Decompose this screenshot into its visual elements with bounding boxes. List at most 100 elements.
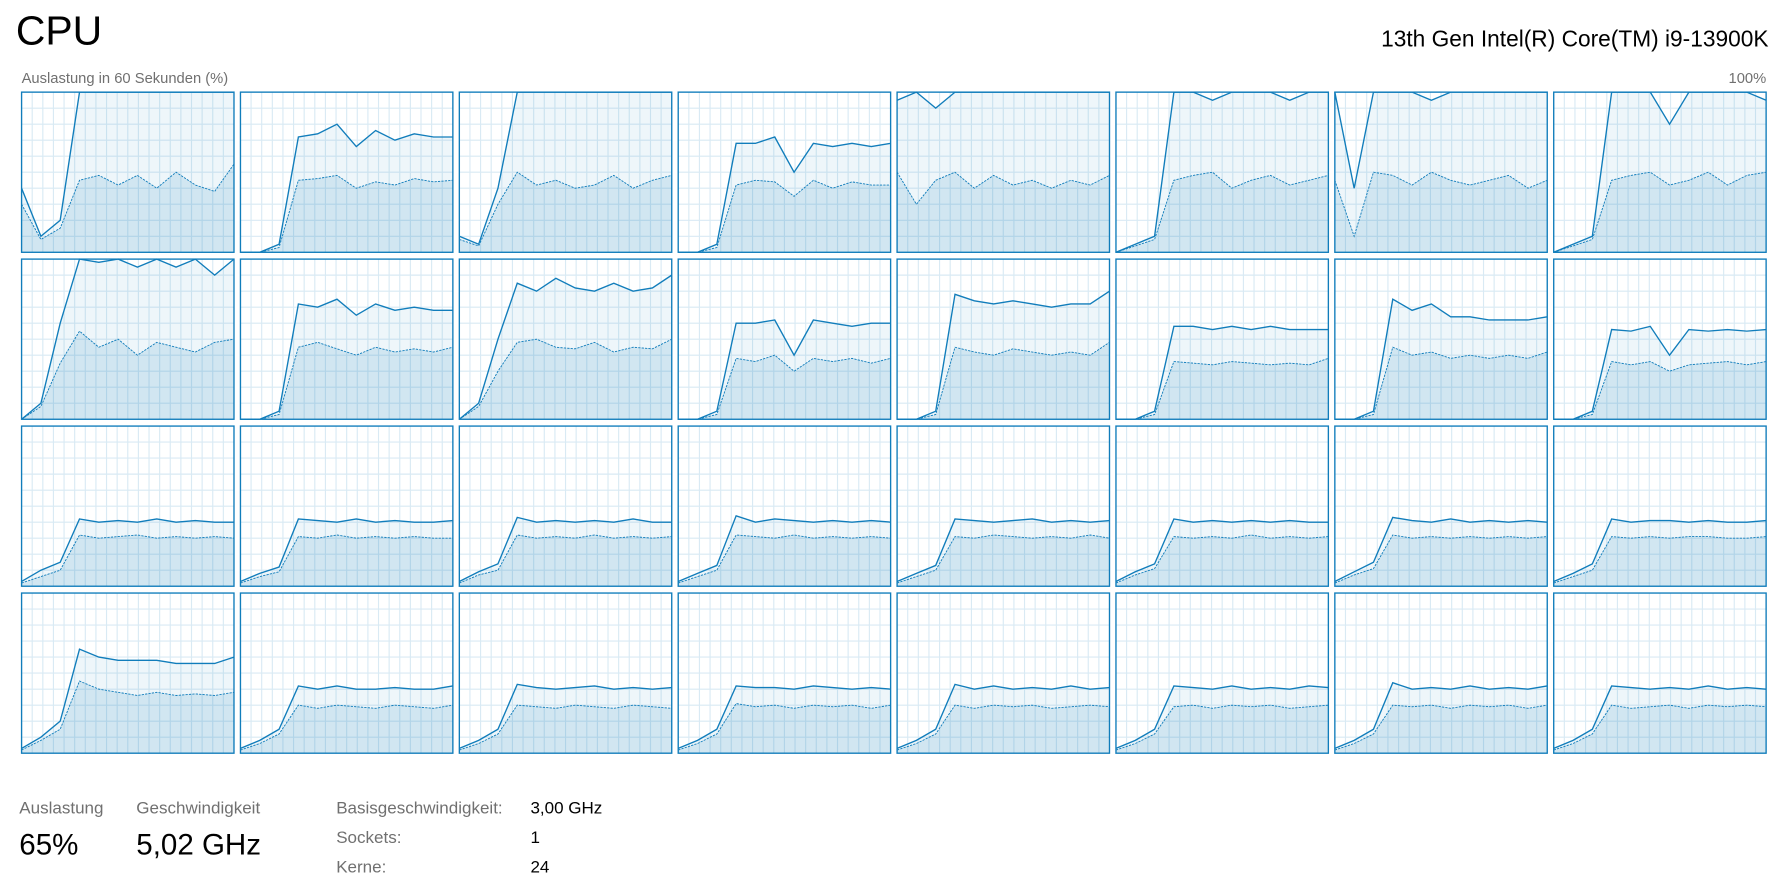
total-area	[897, 92, 1110, 253]
graph-max-label: 100%	[1728, 71, 1766, 87]
kernel-line	[459, 338, 672, 420]
total-area	[459, 275, 672, 420]
kernel-area	[1115, 172, 1329, 253]
kernel-line	[1115, 171, 1329, 253]
core-graph	[1553, 258, 1767, 420]
total-line	[240, 685, 453, 750]
kernel-area	[897, 342, 1110, 420]
kernel-area	[240, 705, 453, 754]
core-graph	[1553, 592, 1767, 754]
kernel-area	[1115, 358, 1329, 420]
kernel-line	[678, 703, 891, 751]
graph-border	[20, 258, 235, 420]
kernel-line	[1553, 361, 1767, 420]
graph-border	[1115, 91, 1330, 253]
core-graph	[677, 425, 892, 587]
kernel-area	[1553, 536, 1767, 587]
kernel-area	[897, 172, 1110, 253]
kernel-line	[240, 174, 453, 253]
kernel-area	[1334, 172, 1548, 253]
core-graph	[896, 258, 1111, 420]
kernel-line	[459, 534, 672, 584]
kernel-area	[240, 175, 453, 253]
kernel-line	[21, 330, 235, 420]
detail-label: Sockets:	[336, 828, 401, 847]
graph-border	[1334, 91, 1548, 253]
core-graph	[1334, 592, 1548, 754]
total-line	[1115, 685, 1329, 750]
total-area	[240, 124, 453, 253]
detail-label: Basisgeschwindigkeit:	[336, 798, 502, 817]
total-line	[678, 136, 891, 253]
kernel-area	[1115, 535, 1329, 587]
core-graph	[239, 258, 454, 420]
graph-border	[896, 425, 1111, 587]
core-graph	[677, 91, 892, 253]
total-area	[1553, 326, 1767, 420]
total-area	[678, 137, 891, 253]
total-line	[896, 518, 1110, 583]
total-area	[21, 649, 234, 754]
kernel-line	[21, 163, 235, 241]
graph-border	[1334, 258, 1548, 420]
total-area	[1334, 517, 1548, 587]
total-area	[240, 518, 453, 587]
kernel-area	[21, 164, 234, 253]
kernel-area	[21, 535, 234, 587]
kernel-line	[240, 341, 453, 420]
graph-caption: Auslastung in 60 Sekunden (%)	[22, 71, 229, 87]
total-line	[459, 683, 672, 750]
detail-value: 3,00 GHz	[530, 798, 602, 817]
core-graph	[1553, 425, 1767, 587]
total-line	[21, 258, 235, 420]
kernel-line	[896, 534, 1110, 584]
processor-name: 13th Gen Intel(R) Core(TM) i9-13900K	[1381, 26, 1768, 52]
kernel-line	[1115, 704, 1329, 751]
core-graph	[1334, 258, 1548, 420]
total-line	[240, 298, 453, 420]
stats: Auslastung 65% Geschwindigkeit 5,02 GHz Basi…	[19, 798, 602, 876]
kernel-line	[1553, 536, 1767, 584]
core-graph	[1334, 91, 1548, 253]
core-graph	[458, 258, 673, 420]
total-line	[21, 518, 234, 583]
core-graph	[20, 592, 235, 754]
total-line	[1115, 91, 1329, 253]
total-line	[896, 683, 1110, 750]
graph-border	[1115, 258, 1330, 420]
graph-border	[458, 425, 673, 587]
kernel-line	[240, 704, 453, 751]
core-graph	[458, 91, 673, 253]
graph-border	[896, 592, 1111, 754]
kernel-line	[896, 704, 1110, 751]
core-graph	[1553, 91, 1767, 253]
graph-border	[239, 258, 454, 420]
core-graph	[1334, 425, 1548, 587]
total-area	[1115, 518, 1329, 587]
title: CPU	[16, 7, 102, 53]
kernel-line	[897, 341, 1110, 420]
core-graph	[677, 258, 892, 420]
kernel-line	[1115, 534, 1329, 584]
kernel-area	[459, 339, 672, 420]
core-graph	[458, 592, 673, 754]
kernel-area	[678, 180, 891, 253]
kernel-area	[459, 172, 672, 253]
core-graph	[239, 592, 454, 754]
graph-border	[1553, 425, 1767, 587]
total-line	[677, 685, 891, 750]
kernel-area	[1553, 172, 1767, 253]
core-graph	[1115, 258, 1330, 420]
graph-border	[896, 258, 1111, 420]
core-graph	[239, 425, 454, 587]
total-line	[240, 518, 453, 583]
kernel-line	[1334, 346, 1548, 420]
core-graph	[677, 592, 892, 754]
total-area	[21, 92, 234, 253]
graph-border	[20, 91, 235, 253]
kernel-line	[1553, 171, 1767, 253]
total-line	[1334, 298, 1548, 420]
total-line	[1115, 325, 1329, 420]
total-area	[21, 518, 234, 587]
